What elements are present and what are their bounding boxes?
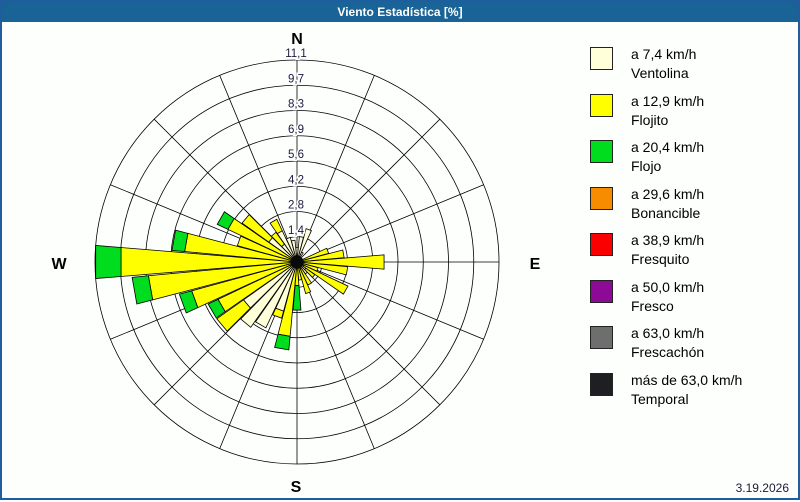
radial-axis-label: 11,1 bbox=[285, 48, 307, 60]
legend-speed-text: a 29,6 km/h bbox=[631, 185, 705, 202]
windrose-petal-200 bbox=[272, 307, 285, 319]
radial-axis-label: 8,3 bbox=[288, 99, 304, 111]
legend-item-ventolina: a 7,4 km/h Ventolina bbox=[590, 45, 696, 83]
legend-name-text: Flojo bbox=[631, 158, 662, 174]
windrose-petal-190 bbox=[274, 333, 291, 351]
legend-swatch-bonancible bbox=[590, 186, 613, 210]
compass-west-label: W bbox=[51, 256, 67, 273]
legend-item-fresco: a 50,0 km/h Fresco bbox=[590, 278, 704, 316]
radial-axis-label: 4,2 bbox=[288, 174, 304, 186]
grid-spoke bbox=[296, 184, 484, 263]
legend-label: a 7,4 km/h Ventolina bbox=[631, 45, 696, 83]
legend-item-frescachón: a 63,0 km/h Frescachón bbox=[590, 324, 704, 362]
legend-item-bonancible: a 29,6 km/h Bonancible bbox=[590, 185, 704, 223]
legend-item-fresquito: a 38,9 km/h Fresquito bbox=[590, 231, 704, 269]
legend-name-text: Temporal bbox=[631, 390, 689, 407]
compass-south-label: S bbox=[290, 479, 302, 496]
legend-swatch-fresquito bbox=[590, 233, 613, 256]
legend-label: a 12,9 km/h Flojito bbox=[631, 92, 704, 130]
legend-name-text: Flojito bbox=[631, 111, 669, 128]
windrose-petal-230 bbox=[216, 299, 251, 332]
legend-label: a 38,9 km/h Fresquito bbox=[631, 231, 704, 269]
windrose-petal-310 bbox=[241, 214, 273, 243]
grid-spoke bbox=[296, 118, 441, 263]
legend-swatch-fresco bbox=[590, 279, 613, 303]
radial-axis-label: 9,7 bbox=[288, 73, 304, 85]
radial-axis-label: 1,4 bbox=[288, 225, 305, 237]
grid-spoke bbox=[296, 261, 484, 340]
windrose-petal-270 bbox=[95, 245, 122, 279]
legend-label: más de 63,0 km/h Temporal bbox=[631, 371, 742, 409]
grid-spoke bbox=[296, 261, 441, 406]
windrose-petal-300 bbox=[216, 211, 235, 230]
legend-name-text: Ventolina bbox=[631, 65, 689, 81]
windrose-petal-330 bbox=[269, 218, 283, 235]
legend-speed-text: a 50,0 km/h bbox=[631, 278, 705, 295]
legend-item-flojo: a 20,4 km/h Flojo bbox=[590, 138, 704, 176]
legend-name-text: Fresquito bbox=[631, 251, 690, 267]
windrose-petal-120 bbox=[302, 264, 349, 295]
legend-label: a 20,4 km/h Flojo bbox=[631, 138, 704, 176]
windrose-petal-280 bbox=[171, 229, 189, 253]
radial-axis-label: 6,9 bbox=[288, 124, 304, 136]
legend-speed-text: a 38,9 km/h bbox=[631, 232, 705, 248]
legend-item-flojito: a 12,9 km/h Flojito bbox=[590, 92, 704, 130]
windrose-petal-130 bbox=[304, 267, 316, 278]
windrose-petal-240 bbox=[207, 298, 226, 319]
legend: a 7,4 km/h Ventolina a 12,9 km/h Flojito a 2… bbox=[590, 2, 795, 462]
compass-east-label: E bbox=[529, 256, 541, 273]
legend-swatch-temporal bbox=[590, 372, 613, 396]
legend-speed-text: a 63,0 km/h bbox=[631, 325, 705, 341]
legend-speed-text: a 12,9 km/h bbox=[631, 92, 705, 109]
legend-swatch-flojo bbox=[590, 140, 613, 163]
legend-item-temporal: más de 63,0 km/h Temporal bbox=[590, 371, 742, 409]
windrose-petal-180 bbox=[292, 285, 302, 311]
windrose-petal-250 bbox=[178, 290, 199, 314]
legend-swatch-flojito bbox=[590, 93, 613, 117]
legend-name-text: Fresco bbox=[631, 297, 674, 314]
windrose-petal-220 bbox=[240, 261, 298, 328]
legend-name-text: Frescachón bbox=[631, 344, 705, 360]
radial-axis-label: 5,6 bbox=[288, 149, 304, 161]
radial-axis-label: 2,8 bbox=[288, 200, 304, 212]
legend-swatch-ventolina bbox=[590, 47, 613, 70]
legend-swatch-frescachón bbox=[590, 326, 613, 349]
legend-speed-text: a 20,4 km/h bbox=[631, 139, 705, 155]
legend-name-text: Bonancible bbox=[631, 204, 701, 221]
legend-speed-text: a 7,4 km/h bbox=[631, 46, 697, 62]
legend-label: a 29,6 km/h Bonancible bbox=[631, 185, 704, 223]
compass-north-label: N bbox=[291, 31, 303, 48]
grid-spoke bbox=[219, 75, 298, 263]
grid-spoke bbox=[296, 261, 375, 449]
legend-label: a 63,0 km/h Frescachón bbox=[631, 324, 704, 362]
legend-label: a 50,0 km/h Fresco bbox=[631, 278, 704, 316]
rose-center-dot bbox=[290, 255, 304, 269]
date-label: 3.19.2026 bbox=[735, 481, 789, 495]
window-title: Viento Estadística [%] bbox=[2, 2, 798, 22]
legend-speed-text: más de 63,0 km/h bbox=[631, 371, 743, 388]
windrose-petal-260 bbox=[131, 275, 154, 305]
